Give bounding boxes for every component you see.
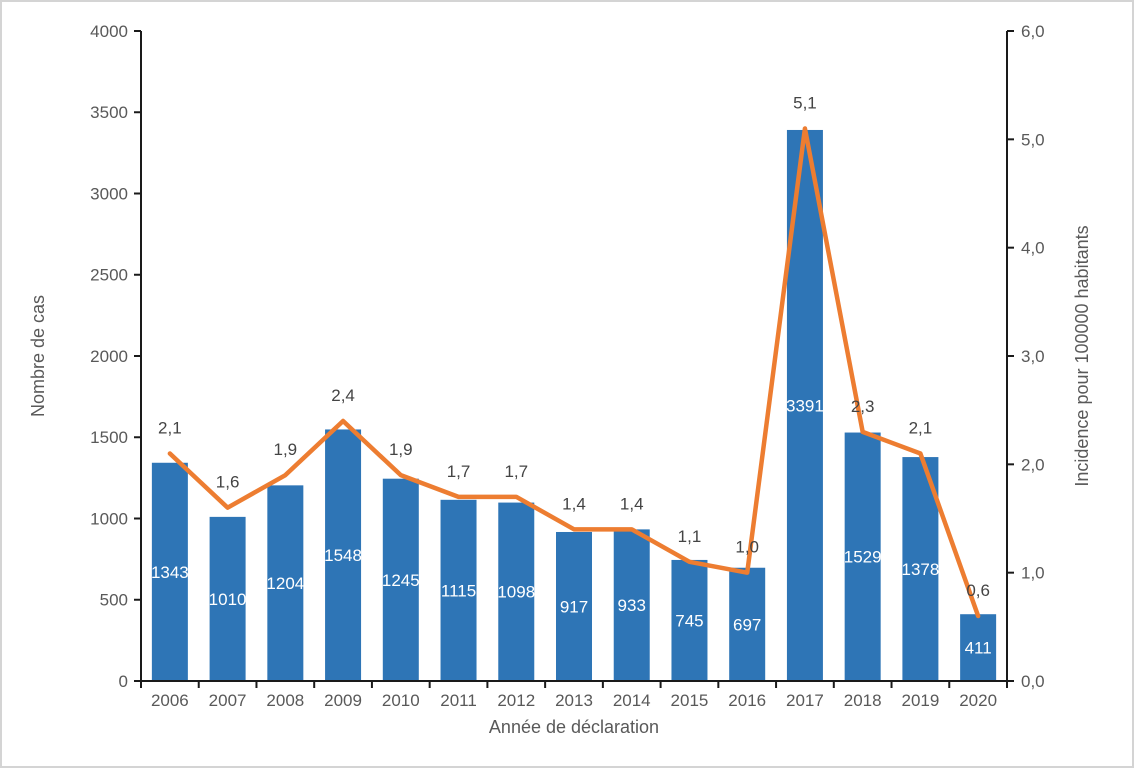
right-axis-tick-label: 6,0 bbox=[1021, 22, 1045, 41]
bar-2011 bbox=[440, 499, 477, 681]
bar-2012 bbox=[498, 502, 535, 681]
left-axis-tick-label: 4000 bbox=[90, 22, 128, 41]
x-tick-label: 2011 bbox=[440, 691, 477, 710]
left-axis-tick-label: 1500 bbox=[90, 428, 128, 447]
x-tick-label: 2012 bbox=[497, 691, 535, 710]
bar-value-label: 1378 bbox=[901, 560, 939, 579]
incidence-point-label: 2,1 bbox=[158, 419, 182, 438]
y-axis-title-left: Nombre de cas bbox=[28, 295, 48, 417]
bar-2014 bbox=[613, 529, 650, 681]
x-tick-label: 2009 bbox=[324, 691, 362, 710]
x-tick-label: 2008 bbox=[266, 691, 304, 710]
right-axis-tick-label: 5,0 bbox=[1021, 130, 1045, 149]
bar-value-label: 1245 bbox=[382, 571, 420, 590]
incidence-point-label: 1,9 bbox=[274, 440, 298, 459]
incidence-point-label: 0,6 bbox=[966, 581, 990, 600]
bar-value-label: 697 bbox=[733, 615, 761, 634]
incidence-point-label: 1,1 bbox=[678, 527, 702, 546]
bar-value-label: 3391 bbox=[786, 396, 824, 415]
left-axis-tick-label: 2500 bbox=[90, 266, 128, 285]
x-tick-label: 2014 bbox=[613, 691, 651, 710]
x-tick-label: 2010 bbox=[382, 691, 420, 710]
x-tick-label: 2018 bbox=[844, 691, 882, 710]
x-axis-title: Année de déclaration bbox=[489, 717, 659, 737]
right-axis-tick-label: 4,0 bbox=[1021, 239, 1045, 258]
bar-value-label: 411 bbox=[965, 639, 992, 658]
left-axis-tick-label: 3000 bbox=[90, 184, 128, 203]
bar-value-label: 1098 bbox=[497, 583, 535, 602]
bar-2018 bbox=[844, 432, 881, 681]
incidence-point-label: 1,9 bbox=[389, 440, 413, 459]
bar-2020 bbox=[960, 614, 997, 681]
bar-value-label: 1343 bbox=[151, 563, 189, 582]
bar-2019 bbox=[902, 457, 939, 681]
x-tick-label: 2013 bbox=[555, 691, 593, 710]
bar-2013 bbox=[556, 531, 592, 681]
incidence-point-label: 1,4 bbox=[620, 494, 644, 513]
incidence-line bbox=[167, 126, 981, 619]
right-axis-tick-label: 1,0 bbox=[1021, 564, 1045, 583]
bar-value-label: 1010 bbox=[209, 590, 247, 609]
incidence-point-label: 2,4 bbox=[331, 386, 355, 405]
bar-2006 bbox=[151, 462, 188, 681]
x-tick-label: 2017 bbox=[786, 691, 824, 710]
bar-2010 bbox=[382, 478, 419, 681]
bar-value-label: 1115 bbox=[441, 581, 476, 600]
bar-value-label: 917 bbox=[560, 597, 588, 616]
x-tick-label: 2015 bbox=[671, 691, 709, 710]
bar-value-label: 1204 bbox=[266, 574, 304, 593]
bar-2016 bbox=[729, 567, 766, 681]
bar-2008 bbox=[267, 485, 304, 681]
incidence-point-label: 2,3 bbox=[851, 397, 875, 416]
bar-value-label: 933 bbox=[618, 596, 646, 615]
left-axis-tick-label: 0 bbox=[119, 672, 128, 691]
right-axis-tick-label: 3,0 bbox=[1021, 347, 1045, 366]
left-axis-tick-label: 3500 bbox=[90, 103, 128, 122]
incidence-point-label: 1,4 bbox=[562, 494, 586, 513]
right-axis-tick-label: 0,0 bbox=[1021, 672, 1045, 691]
incidence-point-label: 1,7 bbox=[447, 462, 471, 481]
x-tick-label: 2006 bbox=[151, 691, 189, 710]
y-axis-title-right: Incidence pour 100000 habitants bbox=[1072, 225, 1092, 486]
bar-2015 bbox=[671, 559, 708, 681]
x-tick-label: 2020 bbox=[959, 691, 997, 710]
bar-value-label: 1548 bbox=[324, 546, 362, 565]
bar-2009 bbox=[325, 429, 362, 681]
x-tick-label: 2007 bbox=[209, 691, 247, 710]
incidence-point-label: 5,1 bbox=[793, 94, 817, 113]
bar-2007 bbox=[209, 516, 246, 681]
incidence-point-label: 1,7 bbox=[504, 462, 528, 481]
right-axis-tick-label: 2,0 bbox=[1021, 455, 1045, 474]
left-axis-tick-label: 500 bbox=[100, 591, 128, 610]
bar-value-label: 745 bbox=[675, 611, 703, 630]
incidence-point-label: 1,0 bbox=[735, 538, 759, 557]
x-tick-label: 2016 bbox=[728, 691, 766, 710]
x-tick-label: 2019 bbox=[901, 691, 939, 710]
left-axis-tick-label: 1000 bbox=[90, 509, 128, 528]
incidence-point-label: 2,1 bbox=[909, 419, 933, 438]
incidence-point-label: 1,6 bbox=[216, 473, 240, 492]
bar-value-label: 1529 bbox=[844, 548, 882, 567]
left-axis-tick-label: 2000 bbox=[90, 347, 128, 366]
